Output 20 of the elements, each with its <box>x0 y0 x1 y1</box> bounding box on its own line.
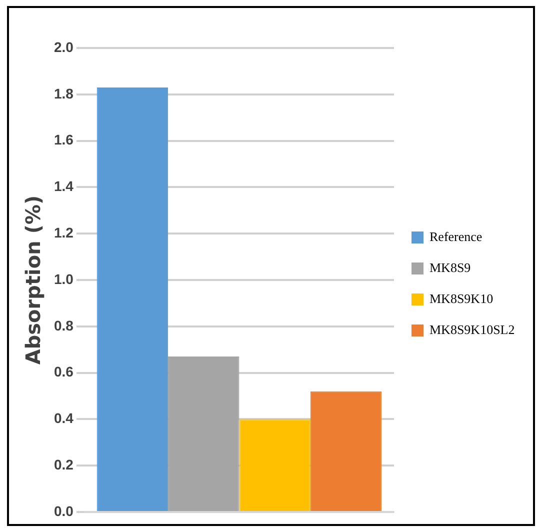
legend-label: MK8S9K10SL2 <box>430 322 515 337</box>
bar <box>96 87 168 511</box>
y-tick-label: 1.0 <box>54 270 74 287</box>
legend-label: MK8S9K10 <box>430 290 494 306</box>
y-tick-label: 1.6 <box>54 132 74 148</box>
bar <box>310 391 382 511</box>
legend-label: Reference <box>430 228 482 244</box>
y-tick-label: 1.2 <box>54 224 74 240</box>
legend-label: MK8S9 <box>430 260 471 275</box>
y-tick-label: 0.2 <box>54 456 74 472</box>
y-tick-label: 0.6 <box>54 364 74 380</box>
y-tick-label: 0.8 <box>54 317 74 334</box>
y-tick-label: 2.0 <box>54 38 74 55</box>
bar <box>168 356 240 511</box>
y-tick-label: 0.0 <box>54 502 74 519</box>
y-tick-label: 1.8 <box>54 85 74 102</box>
y-tick-label: 0.4 <box>54 410 74 426</box>
bar <box>239 419 310 511</box>
y-tick-label: 1.4 <box>54 178 74 194</box>
y-axis-title: Absorption (%) <box>21 195 46 365</box>
